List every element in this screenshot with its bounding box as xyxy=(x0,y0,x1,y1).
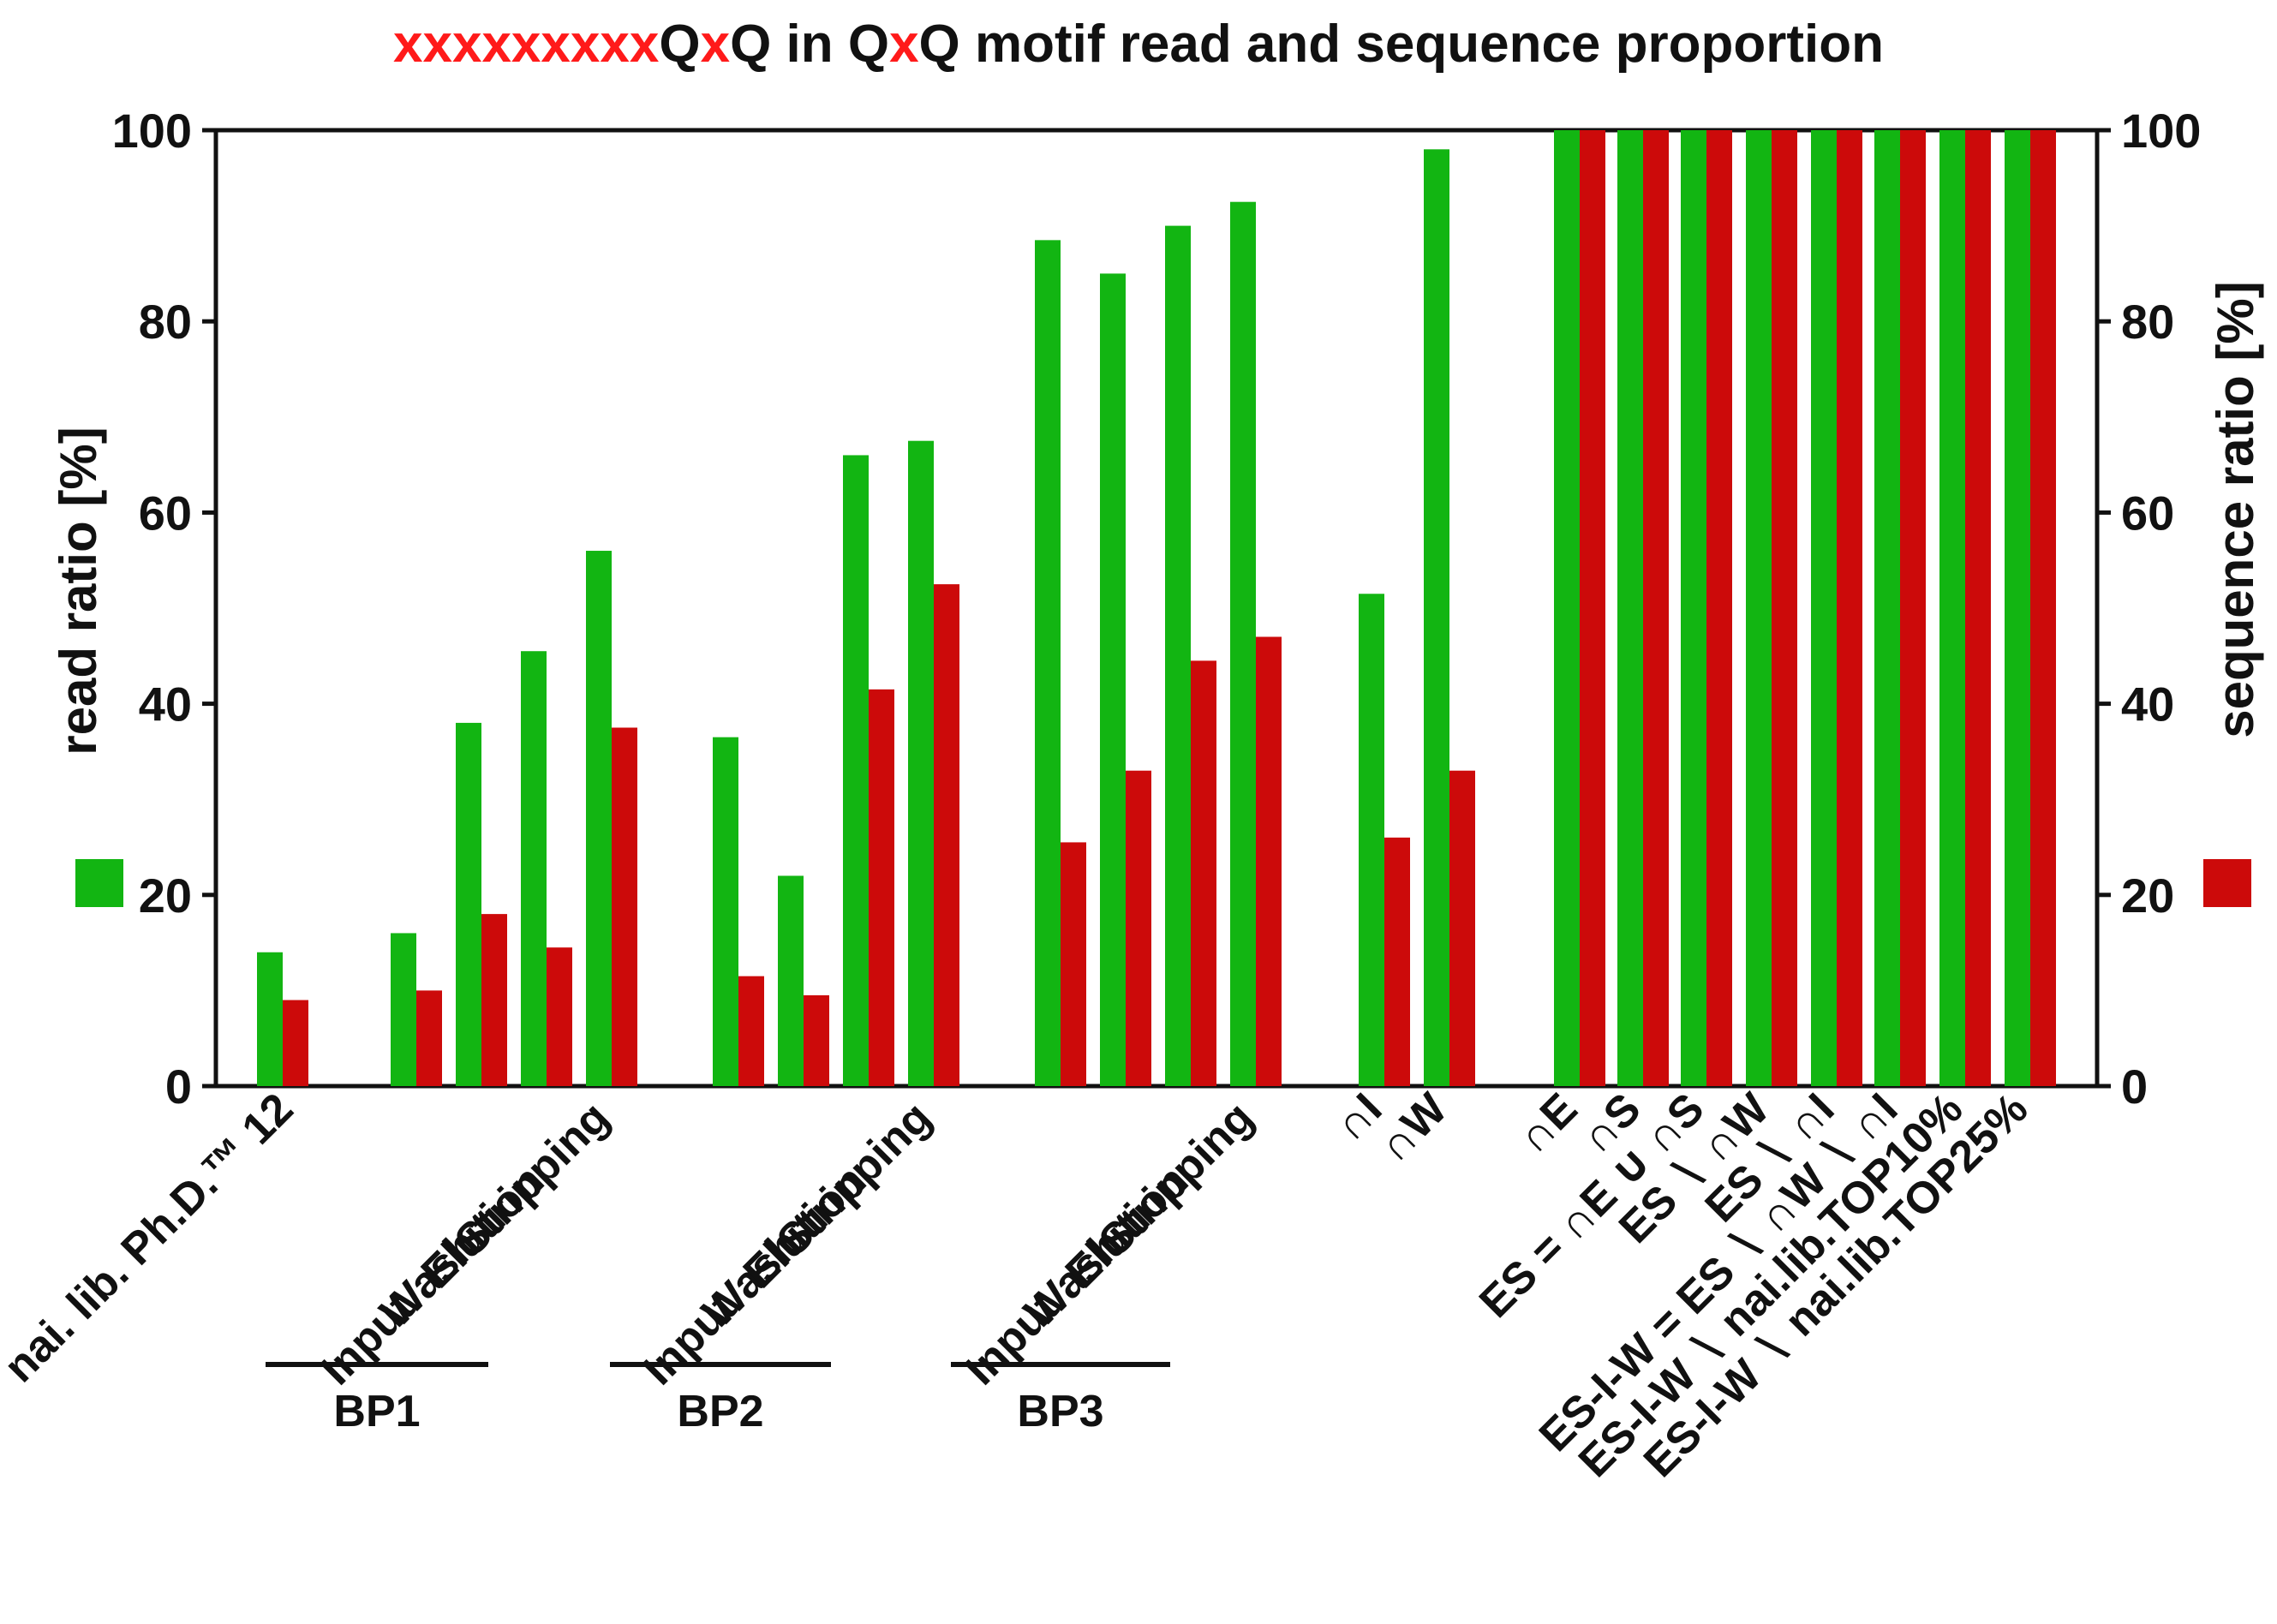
bar-read-ratio xyxy=(1424,149,1449,1086)
bar-read-ratio xyxy=(908,440,934,1086)
bar-sequence-ratio xyxy=(738,976,764,1086)
category-label: Stripping xyxy=(768,1092,941,1265)
bar-sequence-ratio xyxy=(804,994,829,1086)
bar-read-ratio xyxy=(1359,594,1384,1086)
bar-sequence-ratio xyxy=(2030,130,2056,1086)
bar-sequence-ratio xyxy=(416,990,442,1086)
left-tick-label: 100 xyxy=(112,104,192,158)
bar-sequence-ratio xyxy=(1837,130,1862,1086)
axes: 0 0 20 20 40 40 60 60 80 80 100 100 read ratio [%] se… xyxy=(50,104,2264,1114)
bar-read-ratio xyxy=(1939,130,1965,1086)
bar-sequence-ratio xyxy=(1643,130,1669,1086)
title-segment: x xyxy=(889,15,919,74)
left-tick-label: 20 xyxy=(139,869,192,922)
bar-read-ratio xyxy=(1746,130,1772,1086)
title-segment: x xyxy=(701,15,731,74)
bar-read-ratio xyxy=(1035,240,1061,1087)
group-label: BP3 xyxy=(1017,1387,1103,1436)
bar-sequence-ratio xyxy=(1706,130,1732,1086)
bar-sequence-ratio xyxy=(612,727,637,1086)
title-segment: Q in Q xyxy=(730,15,889,74)
plot-frame xyxy=(213,128,2100,1089)
bar-sequence-ratio xyxy=(1900,130,1926,1086)
left-axis-label: read ratio [%] xyxy=(50,427,107,755)
bar-sequence-ratio xyxy=(869,689,894,1086)
legend-read-ratio-swatch xyxy=(75,859,123,907)
right-axis-label: sequence ratio [%] xyxy=(2207,281,2264,737)
bar-sequence-ratio xyxy=(283,1000,308,1086)
group-label: BP1 xyxy=(333,1387,420,1436)
bar-sequence-ratio xyxy=(1256,636,1282,1086)
bar-read-ratio xyxy=(1554,130,1580,1086)
bar-sequence-ratio xyxy=(481,914,507,1086)
category-label: ∩W xyxy=(1369,1084,1457,1172)
bar-read-ratio xyxy=(391,933,416,1086)
bar-sequence-ratio xyxy=(1384,837,1410,1086)
bar-sequence-ratio xyxy=(1191,660,1216,1086)
bar-read-ratio xyxy=(1681,130,1706,1086)
bar-sequence-ratio xyxy=(1126,770,1151,1086)
bar-read-ratio xyxy=(456,722,481,1086)
bar-sequence-ratio xyxy=(1580,130,1605,1086)
bar-read-ratio xyxy=(1811,130,1837,1086)
left-tick-label: 40 xyxy=(139,678,192,731)
bar-read-ratio xyxy=(1165,225,1191,1087)
chart-title: xxxxxxxxxQxQ in QxQ motif read and seque… xyxy=(393,15,1884,74)
left-tick-label: 0 xyxy=(165,1060,192,1114)
bar-sequence-ratio xyxy=(1965,130,1991,1086)
bar-read-ratio xyxy=(713,737,738,1086)
bar-read-ratio xyxy=(1100,273,1126,1086)
bar-read-ratio xyxy=(843,455,869,1086)
bar-read-ratio xyxy=(1874,130,1900,1086)
category-label: nai. lib. Ph.D.™ 12 xyxy=(0,1084,302,1392)
bar-read-ratio xyxy=(1617,130,1643,1086)
right-tick-label: 80 xyxy=(2121,295,2174,349)
title-segment: xxxxxxxxx xyxy=(393,15,660,74)
bar-read-ratio xyxy=(586,551,612,1086)
category-label: Stripping xyxy=(445,1092,619,1265)
bar-read-ratio xyxy=(778,875,804,1086)
legend xyxy=(75,859,2251,907)
bar-sequence-ratio xyxy=(1772,130,1797,1086)
group-labels: BP1 BP2 BP3 xyxy=(266,1362,1170,1436)
title-segment: Q motif read and sequence proportion xyxy=(919,15,1884,74)
bar-sequence-ratio xyxy=(1061,842,1086,1086)
category-label: Stripping xyxy=(1090,1092,1263,1265)
right-tick-label: 100 xyxy=(2121,104,2201,158)
bar-read-ratio xyxy=(2005,130,2030,1086)
bar-read-ratio xyxy=(521,651,547,1086)
right-tick-label: 20 xyxy=(2121,869,2174,922)
bars xyxy=(257,130,2056,1087)
bar-sequence-ratio xyxy=(1449,770,1475,1086)
left-tick-label: 80 xyxy=(139,295,192,349)
right-tick-label: 0 xyxy=(2121,1060,2148,1114)
bar-sequence-ratio xyxy=(934,584,959,1086)
bar-read-ratio xyxy=(257,952,283,1086)
right-tick-label: 60 xyxy=(2121,486,2174,540)
left-tick-label: 60 xyxy=(139,486,192,540)
bar-sequence-ratio xyxy=(547,947,572,1086)
title-segment: Q xyxy=(659,15,700,74)
bar-read-ratio xyxy=(1230,201,1256,1087)
right-tick-label: 40 xyxy=(2121,678,2174,731)
legend-sequence-ratio-swatch xyxy=(2203,859,2251,907)
group-label: BP2 xyxy=(677,1387,763,1436)
